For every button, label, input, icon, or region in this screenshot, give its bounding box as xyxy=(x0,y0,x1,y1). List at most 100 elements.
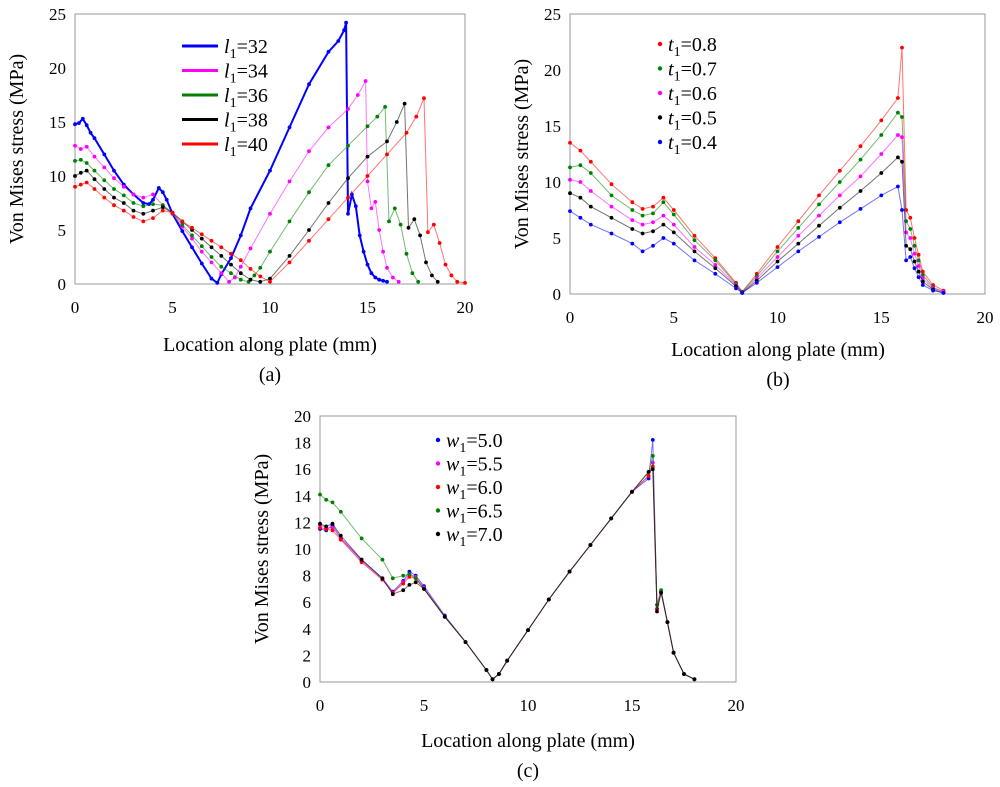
data-point xyxy=(912,251,917,256)
data-point xyxy=(931,288,935,293)
data-point xyxy=(248,277,253,282)
data-point xyxy=(713,266,718,271)
data-point xyxy=(671,230,676,235)
data-point xyxy=(287,179,292,184)
data-point xyxy=(817,202,821,207)
data-point xyxy=(318,492,322,497)
legend-value: =5.0 xyxy=(466,430,502,452)
data-point xyxy=(837,180,842,184)
data-point xyxy=(377,277,382,282)
data-point xyxy=(102,152,107,157)
legend-value: =38 xyxy=(237,110,268,132)
data-point xyxy=(330,521,335,526)
data-point xyxy=(858,157,863,162)
data-point xyxy=(546,597,551,602)
legend-swatch xyxy=(435,437,441,443)
data-point xyxy=(359,560,364,565)
data-point xyxy=(630,241,635,246)
data-point xyxy=(346,195,350,200)
x-tick-label: 5 xyxy=(420,696,429,715)
data-point xyxy=(238,264,243,269)
legend-sub: 1 xyxy=(230,72,237,87)
legend-value: =32 xyxy=(237,36,268,58)
data-point xyxy=(630,489,634,494)
data-point xyxy=(131,192,136,197)
data-point xyxy=(385,279,389,284)
data-point xyxy=(908,236,913,240)
data-point xyxy=(381,278,385,283)
data-point xyxy=(796,241,801,246)
data-point xyxy=(170,210,175,215)
data-point xyxy=(248,206,253,211)
data-point xyxy=(353,204,358,209)
data-point xyxy=(365,179,370,184)
data-point xyxy=(740,291,745,295)
x-tick-label: 20 xyxy=(728,696,745,715)
legend-sub: 1 xyxy=(230,96,237,111)
data-point xyxy=(609,215,614,220)
data-point xyxy=(84,144,89,149)
data-point xyxy=(160,205,165,210)
x-axis-label-b: Location along plate (mm) xyxy=(671,339,885,361)
legend-sub: 1 xyxy=(459,465,466,480)
data-point xyxy=(796,233,801,238)
data-point xyxy=(229,256,233,260)
data-point xyxy=(651,243,655,248)
data-point xyxy=(324,497,329,502)
data-point xyxy=(227,279,232,284)
caption-c: (c) xyxy=(517,760,539,782)
legend-sub: 1 xyxy=(674,119,681,134)
legend-sub: 1 xyxy=(230,145,237,160)
data-point xyxy=(287,254,292,258)
series-b-1 xyxy=(568,110,946,294)
series-group-b xyxy=(568,45,946,295)
data-point xyxy=(141,204,146,209)
legend-value: =6.0 xyxy=(466,477,502,499)
data-point xyxy=(84,168,89,173)
legend-value: =0.8 xyxy=(681,34,717,56)
x-tick-label: 15 xyxy=(359,298,376,317)
legend-value: =36 xyxy=(237,85,268,107)
data-point xyxy=(209,238,214,243)
legend-var: w xyxy=(446,477,460,499)
legend-var: l xyxy=(224,85,230,107)
data-point xyxy=(324,524,329,529)
data-point xyxy=(330,525,335,530)
data-point xyxy=(248,246,253,251)
y-tick-label: 0 xyxy=(58,275,67,294)
data-point xyxy=(78,170,83,175)
data-point xyxy=(908,227,913,231)
x-axis-label-a: Location along plate (mm) xyxy=(163,334,377,356)
data-point xyxy=(342,28,346,33)
data-point xyxy=(346,143,350,148)
data-point xyxy=(455,279,460,284)
data-point xyxy=(858,189,863,193)
x-tick-labels-a: 0 5 10 15 20 xyxy=(71,298,474,317)
data-point xyxy=(326,217,331,222)
data-point xyxy=(112,203,116,208)
data-point xyxy=(215,281,220,285)
legend-value: =5.5 xyxy=(466,454,502,476)
legend-var: l xyxy=(224,36,230,58)
data-point xyxy=(209,276,214,281)
data-point xyxy=(330,528,335,533)
data-point xyxy=(422,587,426,591)
data-point xyxy=(180,222,185,227)
data-point xyxy=(344,20,348,25)
data-point xyxy=(414,114,419,119)
data-point xyxy=(671,208,676,212)
y-tick-label: 2 xyxy=(303,646,312,665)
y-tick-label: 25 xyxy=(544,5,561,24)
data-point xyxy=(609,193,614,198)
data-point xyxy=(396,279,401,284)
y-tick-label: 4 xyxy=(303,620,312,639)
series-a-0 xyxy=(73,20,389,285)
y-tick-label: 14 xyxy=(294,487,312,506)
plot-frame-a xyxy=(74,13,466,285)
data-point xyxy=(908,215,913,220)
data-point xyxy=(661,222,666,227)
data-point xyxy=(661,200,666,205)
data-point xyxy=(326,49,331,54)
